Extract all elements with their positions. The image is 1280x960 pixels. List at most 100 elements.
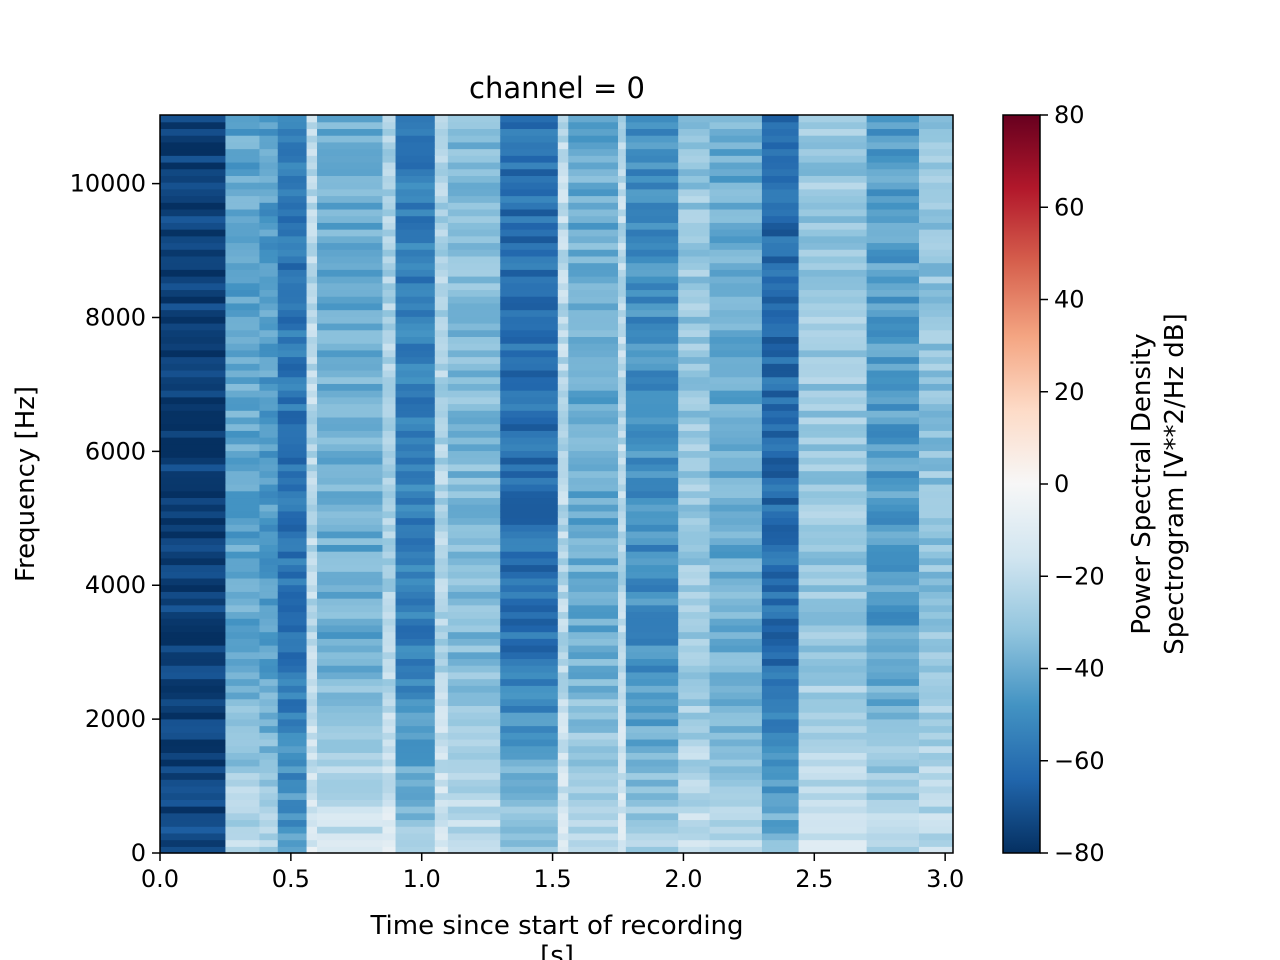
heatmap-cell	[317, 651, 384, 660]
heatmap-cell	[447, 356, 501, 364]
heatmap-cell	[434, 591, 449, 599]
heatmap-cell	[225, 738, 261, 747]
heatmap-cell	[709, 510, 763, 519]
heatmap-cell	[160, 410, 227, 418]
heatmap-cell	[317, 510, 384, 519]
heatmap-cell	[259, 349, 279, 358]
heatmap-cell	[557, 121, 569, 130]
heatmap-cell	[678, 269, 711, 277]
heatmap-cell	[618, 276, 627, 284]
heatmap-cell	[500, 698, 559, 706]
heatmap-cell	[761, 175, 800, 183]
heatmap-cell	[678, 416, 711, 425]
heatmap-cell	[678, 665, 711, 673]
heatmap-cell	[709, 356, 763, 364]
heatmap-cell	[625, 484, 679, 492]
heatmap-cell	[225, 262, 261, 270]
heatmap-cell	[918, 551, 954, 559]
heatmap-cell	[918, 182, 954, 190]
heatmap-cell	[160, 336, 227, 344]
heatmap-cell	[306, 208, 318, 217]
heatmap-cell	[395, 497, 436, 505]
heatmap-cell	[259, 249, 279, 257]
heatmap-cell	[382, 732, 397, 740]
heatmap-cell	[500, 651, 559, 660]
heatmap-cell	[317, 188, 384, 197]
heatmap-cell	[277, 202, 308, 210]
heatmap-cell	[557, 618, 569, 626]
heatmap-cell	[625, 208, 679, 217]
heatmap-cell	[625, 343, 679, 351]
heatmap-cell	[447, 799, 501, 807]
heatmap-cell	[618, 235, 627, 244]
heatmap-cell	[678, 490, 711, 499]
heatmap-cell	[306, 322, 318, 331]
heatmap-cell	[761, 819, 800, 827]
heatmap-cell	[618, 403, 627, 411]
heatmap-cell	[160, 772, 227, 780]
heatmap-cell	[395, 255, 436, 264]
heatmap-cell	[866, 759, 920, 767]
heatmap-cell	[259, 383, 279, 391]
heatmap-cell	[434, 524, 449, 532]
heatmap-cell	[259, 437, 279, 445]
heatmap-cell	[557, 249, 569, 257]
heatmap-cell	[434, 396, 449, 405]
heatmap-cell	[395, 544, 436, 552]
heatmap-cell	[557, 799, 569, 807]
heatmap-cell	[317, 155, 384, 163]
heatmap-cell	[317, 437, 384, 445]
heatmap-cell	[500, 343, 559, 351]
heatmap-cell	[160, 564, 227, 572]
heatmap-cell	[306, 423, 318, 431]
heatmap-cell	[618, 577, 627, 586]
heatmap-cell	[277, 115, 308, 123]
heatmap-cell	[798, 229, 868, 237]
heatmap-cell	[306, 403, 318, 411]
heatmap-cell	[160, 839, 227, 847]
heatmap-cell	[306, 705, 318, 713]
heatmap-cell	[225, 732, 261, 740]
heatmap-cell	[447, 544, 501, 552]
heatmap-cell	[918, 262, 954, 270]
heatmap-cell	[382, 678, 397, 686]
heatmap-cell	[317, 175, 384, 183]
heatmap-cell	[625, 685, 679, 693]
heatmap-cell	[395, 611, 436, 619]
heatmap-cell	[761, 182, 800, 190]
heatmap-cell	[678, 732, 711, 740]
heatmap-cell	[678, 443, 711, 452]
heatmap-cell	[259, 712, 279, 720]
heatmap-cell	[568, 832, 619, 841]
heatmap-cell	[761, 712, 800, 720]
heatmap-cell	[277, 530, 308, 539]
heatmap-cell	[434, 470, 449, 478]
heatmap-cell	[306, 685, 318, 693]
heatmap-cell	[678, 423, 711, 431]
heatmap-cell	[918, 691, 954, 700]
heatmap-cell	[500, 604, 559, 613]
heatmap-cell	[306, 276, 318, 284]
heatmap-cell	[306, 604, 318, 613]
heatmap-cell	[382, 430, 397, 438]
heatmap-cell	[557, 725, 569, 733]
heatmap-cell	[395, 517, 436, 525]
heatmap-cell	[447, 208, 501, 217]
heatmap-cell	[618, 806, 627, 814]
heatmap-cell	[447, 557, 501, 566]
heatmap-cell	[618, 504, 627, 512]
heatmap-cell	[447, 296, 501, 304]
heatmap-cell	[160, 685, 227, 693]
heatmap-cell	[277, 792, 308, 800]
heatmap-cell	[306, 732, 318, 740]
heatmap-cell	[568, 651, 619, 660]
heatmap-cell	[277, 832, 308, 841]
heatmap-cell	[798, 806, 868, 814]
heatmap-cell	[866, 356, 920, 364]
heatmap-cell	[317, 611, 384, 619]
heatmap-cell	[317, 712, 384, 720]
heatmap-cell	[761, 504, 800, 512]
heatmap-cell	[625, 437, 679, 445]
heatmap-cell	[395, 712, 436, 720]
heatmap-cell	[625, 658, 679, 666]
